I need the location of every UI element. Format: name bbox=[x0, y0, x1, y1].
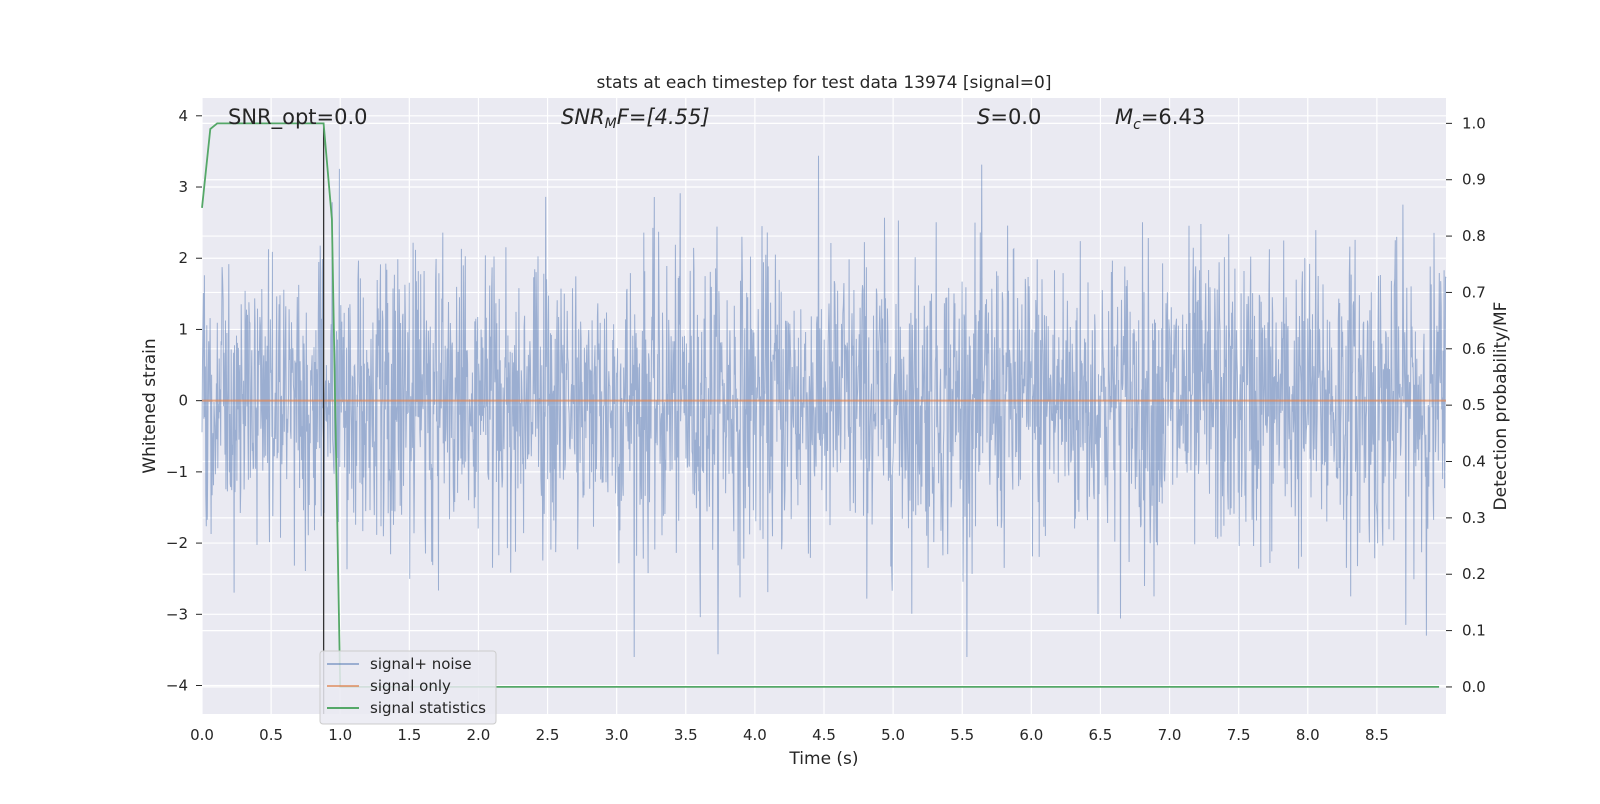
x-tick-labels: 0.0 0.5 1.0 1.5 2.0 2.5 3.0 3.5 4.0 4.5 5.0 5.5 6.0 6… bbox=[190, 726, 1389, 744]
y-left-tick-label: −1 bbox=[166, 463, 188, 481]
x-tick-label: 1.0 bbox=[328, 726, 352, 744]
x-tick-label: 3.0 bbox=[605, 726, 629, 744]
y-left-tick-label: −3 bbox=[166, 605, 188, 623]
y-right-tick-label: 0.6 bbox=[1462, 340, 1486, 358]
y-right-tick-label: 0.0 bbox=[1462, 678, 1486, 696]
x-tick-label: 6.5 bbox=[1089, 726, 1113, 744]
x-tick-label: 1.5 bbox=[397, 726, 421, 744]
y-left-tick-label: 3 bbox=[178, 178, 188, 196]
x-tick-label: 5.5 bbox=[950, 726, 974, 744]
y-left-tick-label: 4 bbox=[178, 107, 188, 125]
x-tick-label: 0.0 bbox=[190, 726, 214, 744]
x-tick-label: 3.5 bbox=[674, 726, 698, 744]
x-tick-label: 0.5 bbox=[259, 726, 283, 744]
y-left-tick-label: 1 bbox=[178, 320, 188, 338]
y-right-tick-label: 0.2 bbox=[1462, 565, 1486, 583]
legend: signal+ noise signal only signal statist… bbox=[319, 650, 497, 725]
annotation-snr-mf: SNRMF=[4.55] bbox=[561, 105, 710, 132]
y-left-tick-label: 0 bbox=[178, 392, 188, 410]
x-tick-label: 8.0 bbox=[1296, 726, 1320, 744]
noise-line bbox=[201, 155, 1447, 658]
x-tick-label: 4.5 bbox=[812, 726, 836, 744]
y-axis-label-right: Detection probability/MF bbox=[1491, 302, 1511, 511]
x-tick-label: 2.5 bbox=[536, 726, 560, 744]
y-left-tick-label: 2 bbox=[178, 249, 188, 267]
legend-label-statistics: signal statistics bbox=[370, 699, 486, 717]
y-right-tick-label: 0.8 bbox=[1462, 227, 1486, 245]
x-tick-label: 4.0 bbox=[743, 726, 767, 744]
y-left-tick-label: −2 bbox=[166, 534, 188, 552]
x-tick-label: 2.0 bbox=[467, 726, 491, 744]
x-axis-label: Time (s) bbox=[788, 749, 858, 769]
x-tick-label: 8.5 bbox=[1365, 726, 1389, 744]
y-right-tick-label: 0.9 bbox=[1462, 171, 1486, 189]
y-right-tick-labels: 1.0 0.9 0.8 0.7 0.6 0.5 0.4 0.3 0.2 0.1 0.0 bbox=[1446, 114, 1486, 696]
legend-box bbox=[319, 650, 497, 725]
legend-label-signal-only: signal only bbox=[370, 677, 451, 695]
signal-plus-noise-series bbox=[201, 155, 1447, 658]
x-tick-label: 7.0 bbox=[1158, 726, 1182, 744]
y-right-tick-label: 0.7 bbox=[1462, 283, 1486, 301]
y-right-tick-label: 0.5 bbox=[1462, 396, 1486, 414]
y-left-tick-labels: 4 3 2 1 0 −1 −2 −3 −4 bbox=[166, 107, 202, 695]
y-left-tick-label: −4 bbox=[166, 677, 188, 695]
annotation-snr-opt: SNR_opt=0.0 bbox=[228, 105, 368, 130]
y-right-tick-label: 0.1 bbox=[1462, 622, 1486, 640]
legend-label-noise: signal+ noise bbox=[370, 655, 472, 673]
annotation-s: S=0.0 bbox=[977, 105, 1041, 129]
x-tick-label: 6.0 bbox=[1019, 726, 1043, 744]
annotation-mc: Mc=6.43 bbox=[1115, 105, 1205, 133]
y-right-tick-label: 0.3 bbox=[1462, 509, 1486, 527]
y-right-tick-label: 0.4 bbox=[1462, 453, 1486, 471]
x-tick-label: 5.0 bbox=[881, 726, 905, 744]
x-tick-label: 7.5 bbox=[1227, 726, 1251, 744]
chart-title: stats at each timestep for test data 139… bbox=[597, 73, 1052, 93]
y-right-tick-label: 1.0 bbox=[1462, 114, 1486, 132]
y-axis-label-left: Whitened strain bbox=[140, 338, 160, 473]
